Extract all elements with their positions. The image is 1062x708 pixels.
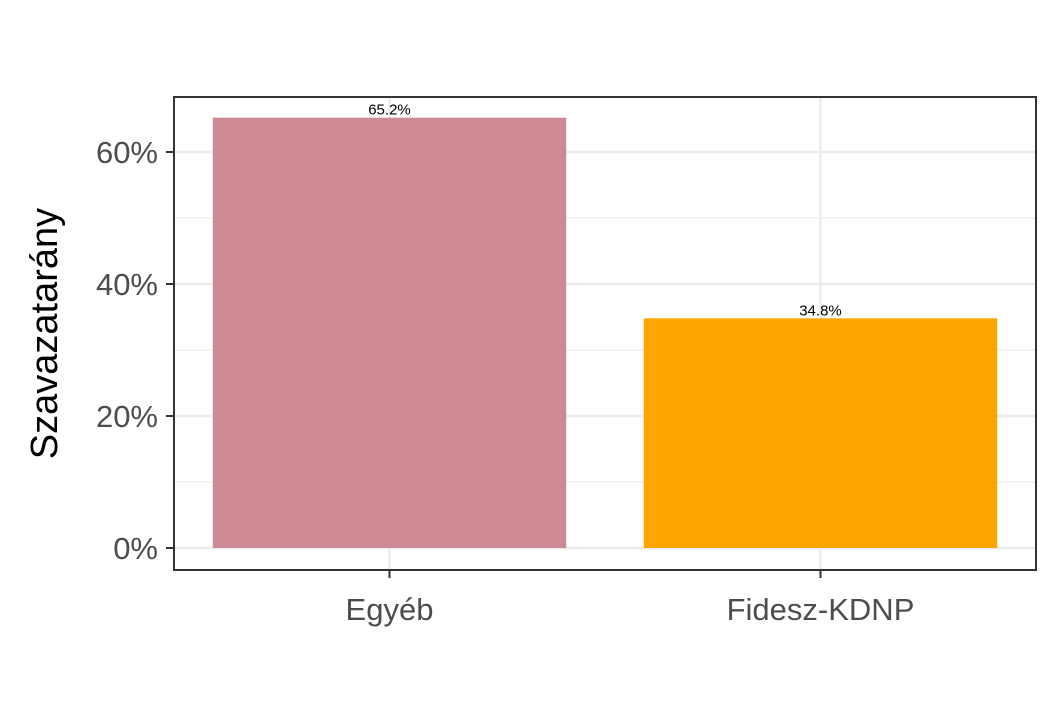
axes: 0% 20% 40% 60% Egyéb Fidesz-KDNP bbox=[96, 135, 914, 627]
bar-fidesz-kdnp bbox=[643, 318, 998, 548]
y-tick-label: 20% bbox=[96, 399, 158, 434]
bar-egy-b bbox=[212, 117, 567, 549]
x-tick-label: Fidesz-KDNP bbox=[727, 592, 915, 627]
y-tick-label: 40% bbox=[96, 267, 158, 302]
data-label: 65.2% bbox=[368, 102, 411, 119]
data-labels: 65.2% 34.8% bbox=[368, 102, 842, 320]
panel-border bbox=[173, 96, 1037, 571]
x-tick-label: Egyéb bbox=[346, 592, 434, 627]
y-tick-label: 60% bbox=[96, 135, 158, 170]
y-tick-label: 0% bbox=[113, 531, 158, 566]
data-label: 34.8% bbox=[799, 302, 842, 319]
bars bbox=[212, 117, 998, 549]
y-axis-title: Szavazatarány bbox=[24, 208, 66, 459]
